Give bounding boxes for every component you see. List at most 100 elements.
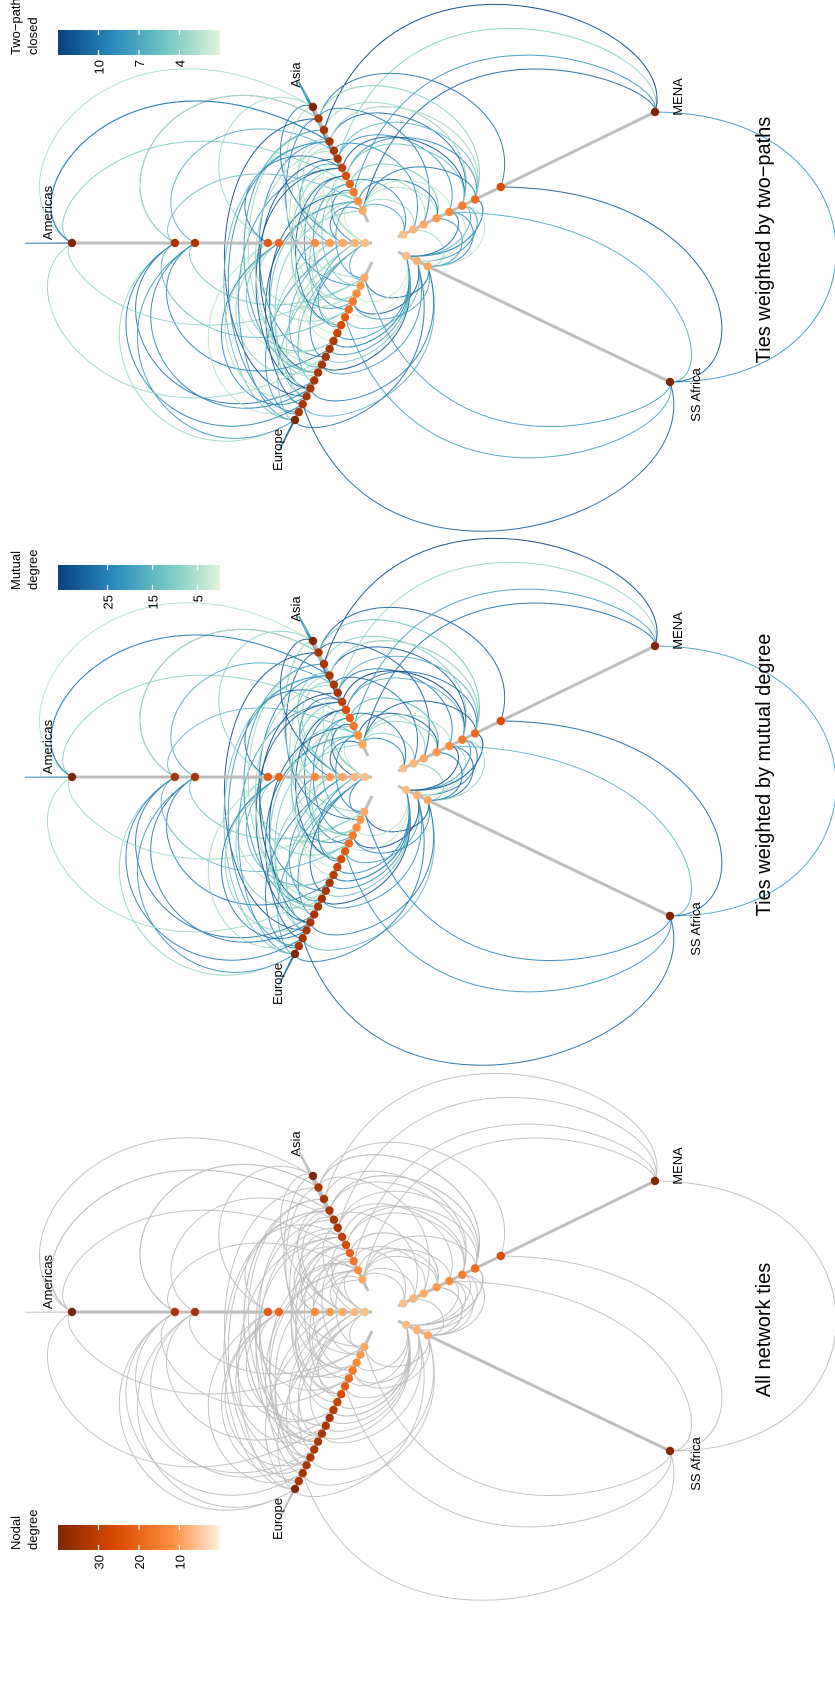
tie xyxy=(344,317,672,459)
tie xyxy=(356,789,409,837)
tie xyxy=(337,121,478,200)
tie xyxy=(362,186,438,219)
tie xyxy=(293,711,351,778)
tie xyxy=(362,714,451,747)
node xyxy=(302,926,311,935)
tie xyxy=(335,1269,365,1348)
tie xyxy=(331,1258,356,1313)
node xyxy=(345,713,355,723)
node xyxy=(496,716,505,726)
tie xyxy=(345,137,478,200)
tie xyxy=(277,242,366,421)
node xyxy=(445,1276,454,1286)
legend-title: Mutual xyxy=(8,551,23,590)
tie xyxy=(413,763,445,801)
tie xyxy=(356,1324,409,1372)
node xyxy=(67,1307,77,1317)
tie xyxy=(321,794,422,909)
tie xyxy=(318,606,505,722)
axis-label: Europe xyxy=(270,429,285,471)
tie xyxy=(137,242,296,439)
tie xyxy=(294,794,425,962)
tie xyxy=(224,1187,319,1466)
node xyxy=(298,1469,307,1478)
node xyxy=(306,918,315,927)
tie xyxy=(237,167,343,421)
node xyxy=(67,238,77,248)
node xyxy=(665,377,675,387)
node xyxy=(325,772,335,782)
tie xyxy=(337,1190,478,1269)
tie xyxy=(321,260,422,375)
tie xyxy=(363,1346,671,1496)
tie xyxy=(427,1280,474,1336)
tie xyxy=(318,619,480,734)
tie xyxy=(118,776,296,976)
tie xyxy=(345,671,478,734)
tie xyxy=(345,1206,478,1269)
tie xyxy=(286,776,356,924)
node xyxy=(350,238,360,248)
hive-panel xyxy=(24,537,835,1066)
tie xyxy=(427,205,486,267)
node xyxy=(360,807,369,816)
tie xyxy=(427,751,463,801)
tie xyxy=(170,128,335,244)
node xyxy=(321,1421,330,1430)
tie xyxy=(165,242,330,372)
tie xyxy=(274,1279,363,1466)
tie xyxy=(318,641,430,759)
node xyxy=(350,1307,360,1317)
node xyxy=(329,680,339,689)
tie xyxy=(224,776,311,932)
tie xyxy=(160,242,350,338)
node xyxy=(360,238,370,248)
node xyxy=(349,1256,358,1266)
node xyxy=(496,182,505,192)
legend-title: degree xyxy=(25,550,40,590)
node xyxy=(349,721,358,731)
tie xyxy=(294,1329,425,1497)
tie xyxy=(500,186,723,383)
node xyxy=(356,815,365,824)
node xyxy=(398,1299,408,1308)
tie xyxy=(349,1232,439,1288)
tie xyxy=(654,111,835,383)
tie xyxy=(46,776,327,933)
tie xyxy=(293,177,351,244)
axis-label: Europe xyxy=(270,1498,285,1540)
node xyxy=(344,1374,354,1383)
tie xyxy=(227,675,330,947)
tie xyxy=(337,1096,657,1228)
node xyxy=(294,407,304,417)
legend-title: degree xyxy=(25,1510,40,1550)
tie xyxy=(309,266,435,402)
node xyxy=(358,1275,367,1284)
colorbar-tick-label: 30 xyxy=(92,1555,107,1569)
tie xyxy=(363,800,430,833)
tie xyxy=(323,101,467,206)
tie xyxy=(268,725,354,923)
tie xyxy=(333,255,410,348)
tie xyxy=(357,1247,438,1288)
node xyxy=(470,729,480,738)
hive-axis xyxy=(397,644,656,773)
node xyxy=(349,187,358,197)
node xyxy=(344,305,354,314)
axis-label: Europe xyxy=(270,963,285,1005)
node xyxy=(353,197,363,206)
node xyxy=(310,1445,319,1454)
tie xyxy=(224,118,319,397)
tie xyxy=(329,1175,479,1269)
tie xyxy=(274,744,363,931)
tie xyxy=(301,148,344,244)
tie xyxy=(293,1246,351,1313)
tie xyxy=(160,1311,350,1407)
tie xyxy=(321,1329,422,1444)
node xyxy=(337,855,346,864)
node xyxy=(398,764,408,773)
colorbar-tick-label: 20 xyxy=(132,1555,147,1569)
tie xyxy=(269,200,359,397)
tie xyxy=(237,1236,343,1490)
